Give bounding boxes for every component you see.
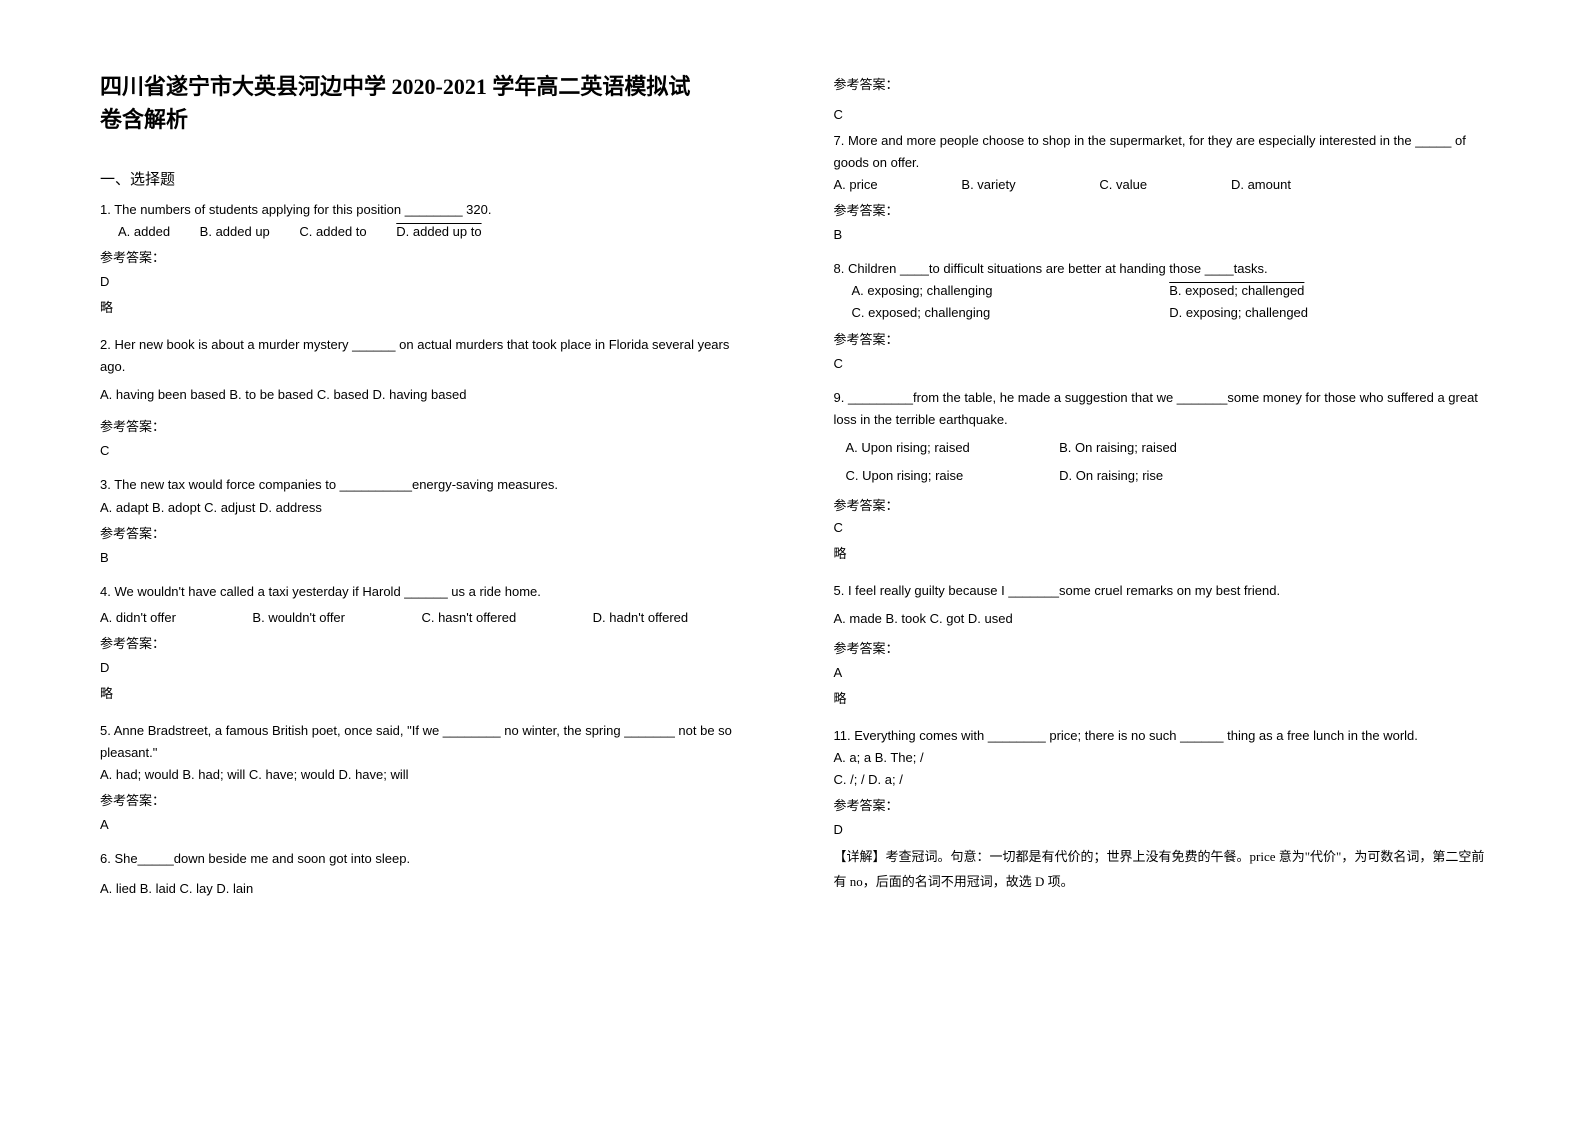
- q4-answer: D: [100, 660, 754, 675]
- question-5-text: 5. Anne Bradstreet, a famous British poe…: [100, 720, 754, 764]
- q8-answer: C: [834, 356, 1488, 371]
- q8-opt-d: D. exposing; challenged: [1169, 302, 1487, 324]
- answer-label: 参考答案：: [100, 633, 754, 652]
- q7-opt-c: C. value: [1099, 174, 1147, 196]
- answer-label: 参考答案：: [100, 523, 754, 542]
- q5b-answer: A: [834, 665, 1488, 680]
- q9-opt-c: C. Upon rising; raise: [846, 465, 1056, 487]
- q5b-note: 略: [834, 688, 1488, 707]
- question-6-text: 6. She_____down beside me and soon got i…: [100, 848, 754, 870]
- q1-answer: D: [100, 274, 754, 289]
- question-1-text: 1. The numbers of students applying for …: [100, 199, 754, 221]
- answer-label: 参考答案：: [100, 416, 754, 435]
- question-4: 4. We wouldn't have called a taxi yester…: [100, 581, 754, 712]
- q9-opt-a: A. Upon rising; raised: [846, 437, 1056, 459]
- answer-label: 参考答案：: [100, 790, 754, 809]
- question-9-options-row1: A. Upon rising; raised B. On raising; ra…: [834, 437, 1488, 459]
- q2-answer: C: [100, 443, 754, 458]
- q11-answer: D: [834, 822, 1488, 837]
- q4-opt-b: B. wouldn't offer: [252, 607, 345, 629]
- question-9-text: 9. _________from the table, he made a su…: [834, 387, 1488, 431]
- question-5b: 5. I feel really guilty because I ______…: [834, 580, 1488, 717]
- q7-answer: B: [834, 227, 1488, 242]
- question-8-options: A. exposing; challenging B. exposed; cha…: [834, 280, 1488, 302]
- question-8-text: 8. Children ____to difficult situations …: [834, 258, 1488, 280]
- question-5b-options: A. made B. took C. got D. used: [834, 608, 1488, 630]
- question-5b-text: 5. I feel really guilty because I ______…: [834, 580, 1488, 602]
- title-line-2: 卷含解析: [100, 103, 754, 136]
- question-3-text: 3. The new tax would force companies to …: [100, 474, 754, 496]
- q11-explanation: 【详解】考查冠词。句意：一切都是有代价的；世界上没有免费的午餐。price 意为…: [834, 845, 1488, 894]
- question-8: 8. Children ____to difficult situations …: [834, 258, 1488, 378]
- question-4-options: A. didn't offer B. wouldn't offer C. has…: [100, 607, 688, 629]
- question-11: 11. Everything comes with ________ price…: [834, 725, 1488, 895]
- question-11-options-1: A. a; a B. The; /: [834, 747, 1488, 769]
- answer-label: 参考答案：: [834, 638, 1488, 657]
- q9-opt-b: B. On raising; raised: [1059, 440, 1177, 455]
- question-2: 2. Her new book is about a murder myster…: [100, 334, 754, 466]
- q8-opt-c: C. exposed; challenging: [852, 302, 1170, 324]
- section-heading: 一、选择题: [100, 168, 754, 189]
- question-7-text: 7. More and more people choose to shop i…: [834, 130, 1488, 174]
- q7-opt-a: A. price: [834, 174, 878, 196]
- question-3-options: A. adapt B. adopt C. adjust D. address: [100, 497, 754, 519]
- answer-label: 参考答案：: [834, 795, 1488, 814]
- q1-opt-c: C. added to: [299, 224, 366, 239]
- q1-opt-d: D. added up to: [396, 224, 481, 239]
- question-7: 7. More and more people choose to shop i…: [834, 130, 1488, 250]
- question-1: 1. The numbers of students applying for …: [100, 199, 754, 326]
- q3-answer: B: [100, 550, 754, 565]
- question-1-options: A. added B. added up C. added to D. adde…: [100, 221, 754, 243]
- question-8-options-2: C. exposed; challenging D. exposing; cha…: [834, 302, 1488, 324]
- question-9: 9. _________from the table, he made a su…: [834, 387, 1488, 572]
- question-9-options-row2: C. Upon rising; raise D. On raising; ris…: [834, 465, 1488, 487]
- question-2-options: A. having been based B. to be based C. b…: [100, 384, 754, 406]
- q4-opt-c: C. hasn't offered: [421, 607, 516, 629]
- question-11-options-2: C. /; / D. a; /: [834, 769, 1488, 791]
- q8-opt-b: B. exposed; challenged: [1169, 283, 1304, 298]
- q4-note: 略: [100, 683, 754, 702]
- q4-opt-a: A. didn't offer: [100, 607, 176, 629]
- q4-opt-d: D. hadn't offered: [593, 607, 688, 629]
- left-column: 四川省遂宁市大英县河边中学 2020-2021 学年高二英语模拟试 卷含解析 一…: [60, 70, 794, 1082]
- question-6-options: A. lied B. laid C. lay D. lain: [100, 878, 754, 900]
- q1-opt-b: B. added up: [200, 224, 270, 239]
- question-7-options: A. price B. variety C. value D. amount: [834, 174, 1291, 196]
- answer-label: 参考答案：: [834, 200, 1488, 219]
- answer-label: 参考答案：: [834, 495, 1488, 514]
- question-2-text: 2. Her new book is about a murder myster…: [100, 334, 754, 378]
- answer-label: 参考答案：: [100, 247, 754, 266]
- question-3: 3. The new tax would force companies to …: [100, 474, 754, 572]
- question-11-text: 11. Everything comes with ________ price…: [834, 725, 1488, 747]
- q1-note: 略: [100, 297, 754, 316]
- answer-label: 参考答案：: [834, 329, 1488, 348]
- q9-note: 略: [834, 543, 1488, 562]
- right-column: 参考答案： C 7. More and more people choose t…: [794, 70, 1528, 1082]
- q1-opt-a: A. added: [118, 224, 170, 239]
- question-4-text: 4. We wouldn't have called a taxi yester…: [100, 581, 754, 603]
- answer-label: 参考答案：: [834, 74, 1488, 93]
- title-line-1: 四川省遂宁市大英县河边中学 2020-2021 学年高二英语模拟试: [100, 70, 754, 103]
- question-5: 5. Anne Bradstreet, a famous British poe…: [100, 720, 754, 840]
- q9-opt-d: D. On raising; rise: [1059, 468, 1163, 483]
- question-6: 6. She_____down beside me and soon got i…: [100, 848, 754, 900]
- q9-answer: C: [834, 520, 1488, 535]
- q8-opt-a: A. exposing; challenging: [852, 280, 1170, 302]
- q7-opt-d: D. amount: [1231, 174, 1291, 196]
- document-title: 四川省遂宁市大英县河边中学 2020-2021 学年高二英语模拟试 卷含解析: [100, 70, 754, 136]
- q5-answer: A: [100, 817, 754, 832]
- question-5-options: A. had; would B. had; will C. have; woul…: [100, 764, 754, 786]
- q6-answer: C: [834, 107, 1488, 122]
- q7-opt-b: B. variety: [961, 174, 1015, 196]
